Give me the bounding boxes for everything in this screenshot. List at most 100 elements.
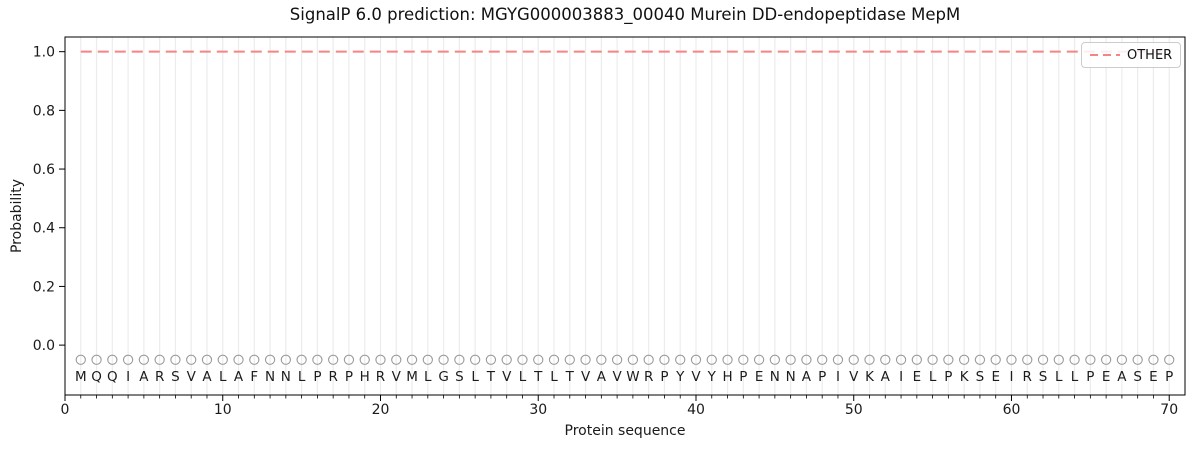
residue-letter: V (502, 369, 512, 385)
residue-letter: P (1165, 369, 1173, 385)
residue-letter: E (755, 369, 764, 385)
residue-marker (186, 354, 197, 365)
residue-letter: R (1023, 369, 1032, 385)
residue-letter: S (976, 369, 985, 385)
residue-letter: L (1071, 369, 1079, 385)
x-tick-label: 20 (372, 402, 390, 418)
residue-letter: A (234, 369, 244, 385)
residue-marker (75, 354, 86, 365)
residue-letter: L (298, 369, 306, 385)
residue-letter: I (836, 369, 840, 385)
residue-marker (943, 354, 954, 365)
residue-marker (1116, 354, 1128, 365)
residue-letter: N (281, 369, 291, 385)
residue-marker (880, 354, 891, 365)
residue-letter: M (75, 369, 87, 385)
x-tick-label: 70 (1160, 402, 1178, 418)
residue-letter: H (360, 369, 370, 385)
residue-marker (1132, 354, 1143, 365)
x-tick-label: 30 (529, 402, 547, 418)
y-tick-label: 0.8 (33, 103, 55, 119)
residue-marker (312, 354, 323, 365)
residue-marker (990, 354, 1001, 365)
residue-letter: R (644, 369, 653, 385)
residue-letter: Y (675, 369, 685, 385)
residue-letter: V (849, 369, 859, 385)
residue-letter: N (265, 369, 275, 385)
residue-letter: F (250, 369, 258, 385)
residue-letter: L (519, 369, 527, 385)
residue-marker (974, 354, 986, 365)
plot-border (64, 36, 1186, 396)
residue-marker (533, 354, 544, 365)
residue-marker (391, 354, 402, 365)
residue-letter: P (739, 369, 747, 385)
residue-marker (848, 354, 859, 365)
residue-marker (627, 354, 639, 365)
residue-marker (1085, 354, 1096, 365)
residue-letter: E (913, 369, 922, 385)
residue-marker (864, 354, 875, 365)
residue-letter: V (392, 369, 402, 385)
residue-letter: L (219, 369, 227, 385)
residue-marker (1148, 354, 1159, 365)
residue-letter: A (1117, 369, 1127, 385)
residue-marker (454, 354, 465, 365)
residue-marker (485, 354, 497, 365)
residue-marker (564, 354, 575, 365)
residue-marker (611, 354, 623, 365)
residue-marker (643, 354, 654, 365)
residue-letter: S (455, 369, 464, 385)
residue-letter: I (126, 369, 130, 385)
residue-letter: L (471, 369, 479, 385)
residue-letter: I (1009, 369, 1013, 385)
residue-marker (722, 354, 733, 365)
x-tick-label: 50 (845, 402, 863, 418)
residue-marker (1037, 354, 1049, 365)
residue-letter: Q (91, 369, 102, 385)
residue-marker (91, 354, 102, 365)
residue-marker (280, 354, 291, 365)
residue-marker (769, 354, 781, 365)
x-tick-label: 10 (214, 402, 232, 418)
residue-letter: S (171, 369, 180, 385)
residue-letter: N (786, 369, 796, 385)
residue-marker (375, 354, 386, 365)
residue-letter: A (202, 369, 212, 385)
residue-letter: R (155, 369, 164, 385)
residue-marker (217, 354, 228, 365)
residue-letter: V (612, 369, 622, 385)
residue-marker (422, 354, 433, 365)
residue-marker (832, 354, 844, 365)
residue-marker (927, 354, 938, 365)
legend: OTHER (1081, 42, 1182, 68)
residue-letter: E (991, 369, 1000, 385)
residue-letter: R (376, 369, 385, 385)
residue-letter: E (1102, 369, 1111, 385)
residue-letter: A (802, 369, 812, 385)
residue-marker (1100, 354, 1112, 365)
residue-marker (107, 354, 118, 365)
residue-letter: T (533, 369, 543, 385)
residue-marker (201, 354, 213, 365)
residue-marker (438, 354, 449, 365)
residue-marker (233, 354, 244, 365)
residue-letter: Q (107, 369, 118, 385)
residue-marker (1006, 354, 1017, 365)
y-axis-label: Probability (9, 179, 25, 254)
residue-marker (296, 354, 307, 365)
residue-letter: K (960, 369, 970, 385)
residue-letter: N (770, 369, 780, 385)
x-axis-label: Protein sequence (564, 423, 686, 439)
residue-letter: S (1133, 369, 1142, 385)
residue-marker (580, 354, 591, 365)
residue-letter: W (626, 369, 639, 385)
residue-marker (1053, 354, 1064, 365)
legend-label-other: OTHER (1127, 47, 1173, 63)
chart-title: SignalP 6.0 prediction: MGYG000003883_00… (289, 5, 961, 24)
residue-marker (548, 354, 560, 365)
residue-marker (249, 354, 260, 365)
residue-letter: A (139, 369, 149, 385)
